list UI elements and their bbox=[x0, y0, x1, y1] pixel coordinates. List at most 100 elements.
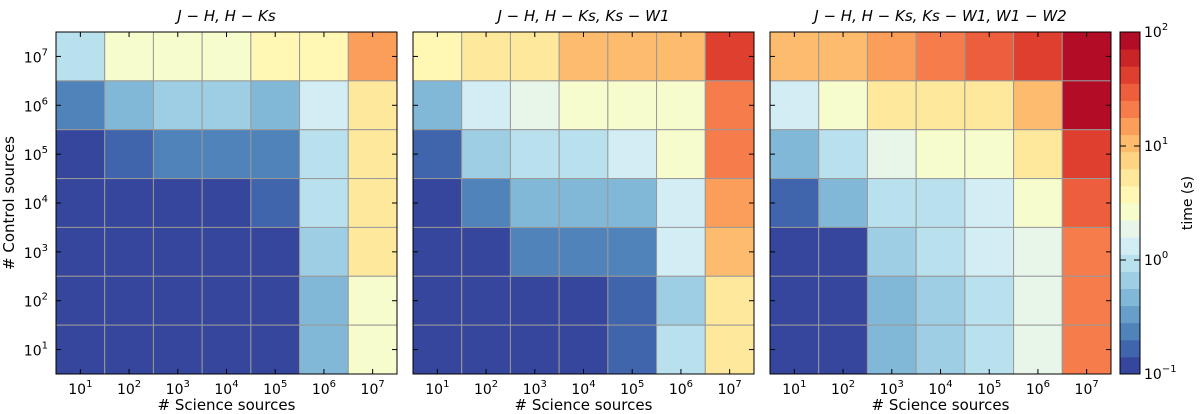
colorbar-segment bbox=[1120, 185, 1140, 204]
heatmap-cell bbox=[347, 31, 398, 82]
heatmap-cell bbox=[509, 226, 560, 277]
heatmap-cell bbox=[964, 31, 1015, 82]
x-tick-label: 107 bbox=[718, 379, 742, 398]
x-tick-label: 101 bbox=[68, 379, 92, 398]
heatmap-cell bbox=[704, 324, 755, 375]
heatmap-cell bbox=[412, 226, 463, 277]
heatmap-cell bbox=[299, 178, 349, 228]
heatmap-cell bbox=[152, 275, 203, 326]
colorbar-segment bbox=[1120, 168, 1140, 187]
heatmap-cell bbox=[656, 226, 706, 277]
y-tick-label: 104 bbox=[24, 194, 48, 213]
colorbar-segment bbox=[1120, 100, 1140, 118]
heatmap-cell bbox=[818, 80, 868, 131]
x-tick-label: 104 bbox=[928, 379, 952, 398]
heatmap-cell bbox=[607, 178, 658, 228]
heatmap-cell bbox=[656, 178, 706, 228]
heatmap-cell bbox=[558, 129, 609, 180]
heatmap-cell bbox=[347, 226, 398, 277]
heatmap-cell bbox=[558, 178, 609, 228]
heatmap-cell bbox=[704, 275, 755, 326]
heatmap-cell bbox=[104, 80, 154, 131]
heatmap-cell bbox=[201, 275, 252, 326]
heatmap-panel-3: J − H, H − Ks, Ks − W1, W1 − W2 101 102 103… bbox=[769, 7, 1112, 414]
heatmap-cell bbox=[1061, 80, 1112, 131]
heatmap-cell bbox=[1013, 178, 1063, 228]
heatmap-cell bbox=[704, 226, 755, 277]
heatmap-cell bbox=[558, 80, 609, 131]
x-tick-label: 101 bbox=[425, 379, 449, 398]
heatmap-cell bbox=[1013, 129, 1063, 180]
heatmap-cell bbox=[55, 129, 106, 180]
heatmap-cell bbox=[509, 275, 560, 326]
heatmap-cell bbox=[152, 178, 203, 228]
heatmap-panel-2: J − H, H − Ks, Ks − W1 101 102 103 104 105 106… bbox=[412, 7, 755, 414]
heatmap-cell bbox=[607, 80, 658, 131]
heatmap-cell bbox=[152, 31, 203, 82]
colorbar-segment bbox=[1120, 49, 1140, 67]
heatmap-cell bbox=[704, 31, 755, 82]
heatmap-cell bbox=[461, 80, 511, 131]
x-axis-label: # Science sources bbox=[872, 396, 1010, 414]
y-tick-label: 102 bbox=[24, 292, 48, 311]
heatmap-cell bbox=[412, 129, 463, 180]
x-tick-label: 102 bbox=[831, 379, 855, 398]
heatmap-cell bbox=[461, 31, 511, 82]
x-tick-label: 103 bbox=[523, 379, 547, 398]
heatmap-cell bbox=[656, 129, 706, 180]
heatmap-cell bbox=[915, 275, 966, 326]
colorbar-segment bbox=[1120, 134, 1140, 153]
heatmap-cell bbox=[152, 129, 203, 180]
y-axis-label: # Control sources bbox=[0, 136, 18, 270]
panel-title: J − H, H − Ks, Ks − W1, W1 − W2 bbox=[811, 7, 1066, 25]
x-tick-label: 105 bbox=[263, 379, 287, 398]
heatmap-cell bbox=[250, 226, 301, 277]
colorbar-segment bbox=[1120, 271, 1140, 289]
heatmap-cell bbox=[558, 275, 609, 326]
heatmap-cell bbox=[412, 324, 463, 375]
x-tick-label: 105 bbox=[977, 379, 1001, 398]
heatmap-cell bbox=[152, 226, 203, 277]
heatmap-cell bbox=[607, 324, 658, 375]
heatmap-cell bbox=[509, 324, 560, 375]
heatmap-cell bbox=[818, 324, 868, 375]
heatmap-cell bbox=[964, 226, 1015, 277]
heatmap-cell bbox=[1013, 80, 1063, 131]
heatmap-cell bbox=[915, 324, 966, 375]
heatmap-cell bbox=[347, 80, 398, 131]
heatmap-cell bbox=[250, 178, 301, 228]
heatmap-cell bbox=[250, 31, 301, 82]
x-axis-label: # Science sources bbox=[515, 396, 653, 414]
heatmap-cell bbox=[1013, 226, 1063, 277]
heatmap-cell bbox=[607, 129, 658, 180]
heatmap-cell bbox=[412, 178, 463, 228]
heatmap-cell bbox=[412, 275, 463, 326]
heatmap-cell bbox=[964, 178, 1015, 228]
heatmap-cell bbox=[299, 129, 349, 180]
heatmap-cell bbox=[866, 31, 917, 82]
y-tick-label: 106 bbox=[24, 96, 48, 115]
x-tick-label: 105 bbox=[620, 379, 644, 398]
heatmap-cell bbox=[299, 275, 349, 326]
heatmap-cell bbox=[1061, 275, 1112, 326]
colorbar-segment bbox=[1120, 220, 1140, 238]
heatmap-cell bbox=[1061, 31, 1112, 82]
heatmap-cell bbox=[915, 226, 966, 277]
colorbar-segment bbox=[1120, 305, 1140, 324]
colorbar: 10−1 100 101 102 time (s) bbox=[1119, 22, 1196, 383]
colorbar-tick-label: 10−1 bbox=[1144, 364, 1177, 383]
colorbar-segment bbox=[1120, 322, 1140, 341]
heatmap-cell bbox=[1061, 129, 1112, 180]
heatmap-cell bbox=[201, 80, 252, 131]
heatmap-cell bbox=[299, 324, 349, 375]
heatmap-cell bbox=[104, 226, 154, 277]
heatmap-cell bbox=[818, 129, 868, 180]
heatmap-cell bbox=[769, 80, 820, 131]
heatmap-cell bbox=[461, 226, 511, 277]
heatmap-cell bbox=[104, 178, 154, 228]
heatmap-cell bbox=[558, 324, 609, 375]
heatmap-cell bbox=[250, 275, 301, 326]
heatmap-cell bbox=[1013, 31, 1063, 82]
heatmap-cell bbox=[55, 31, 106, 82]
